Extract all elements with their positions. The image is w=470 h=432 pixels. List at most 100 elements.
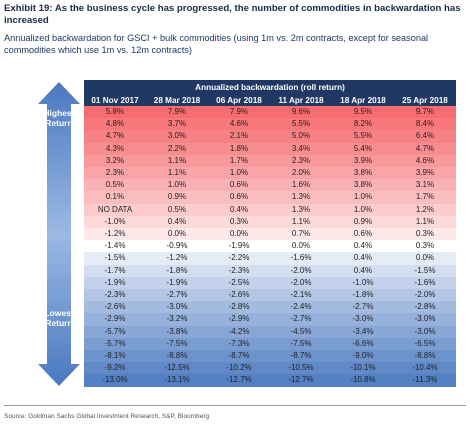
table-cell: -1.8% [332,289,394,302]
table-cell: 8.2% [332,118,394,131]
table-cell: 7.9% [208,106,270,119]
table-row: -1.0% 0.4% 0.3% 1.1% 0.9% 1.1% [84,215,456,229]
table-cell: 6.4% [394,130,456,143]
table-cell: -2.6% [208,289,270,302]
table-cell: -2.7% [146,289,208,302]
table-row: NO DATA 0.5% 0.4% 1.3% 1.0% 1.2% [84,203,456,216]
table-cell: -1.9% [208,240,270,253]
table-cell: 4.8% [84,118,146,131]
table-row: 2.3% 1.1% 1.0% 2.0% 3.8% 3.9% [84,167,456,180]
table-cell: 3.8% [332,167,394,180]
table-cell: -1.0% [84,215,146,229]
table-cell: -3.4% [332,325,394,338]
table-cell: -1.8% [146,264,208,277]
table-cell: -2.7% [270,313,332,326]
arrow-shape [38,82,80,386]
table-row: 0.5% 1.0% 0.6% 1.6% 3.8% 3.1% [84,179,456,192]
table-cell: 0.0% [146,228,208,241]
table-cell: -11.3% [394,374,456,387]
table-cell: 3.0% [146,130,208,143]
table-cell: -3.8% [146,325,208,338]
table-cell: 1.3% [270,203,332,216]
table-row: -1.2% 0.0% 0.0% 0.7% 0.6% 0.3% [84,228,456,241]
table-cell: -1.0% [332,276,394,290]
table-cell: -9.2% [84,362,146,375]
table-cell: -10.1% [332,362,394,375]
table-cell: 0.0% [394,252,456,265]
table-cell: 8.4% [394,118,456,131]
table-cell: -7.5% [270,337,332,351]
table-row: -5.7% -3.8% -4.2% -4.5% -3.4% -3.0% [84,325,456,338]
table-row: 4.7% 3.0% 2.1% 5.0% 5.5% 6.4% [84,130,456,143]
table-cell: 0.5% [146,203,208,216]
table-cell: 3.7% [146,118,208,131]
table-cell: -12.5% [146,362,208,375]
subtitle: Annualized backwardation for GSCI + bulk… [4,33,429,55]
table-cell: 0.5% [84,179,146,192]
table-cell: 4.6% [208,118,270,131]
table-cell: 2.0% [270,167,332,180]
table-cell: 3.1% [394,179,456,192]
table-row: -1.7% -1.8% -2.3% -2.0% 0.4% -1.5% [84,264,456,277]
table-cell: -1.5% [84,252,146,265]
table-cell: 4.3% [84,142,146,155]
table-cell: 1.7% [208,154,270,168]
table-cell: 1.1% [270,215,332,229]
table-row: 3.2% 1.1% 1.7% 2.3% 3.9% 4.6% [84,154,456,168]
table-cell: -8.8% [146,350,208,363]
table-cell: 5.4% [332,142,394,155]
table-cell: 0.7% [270,228,332,241]
table-cell: -1.6% [394,276,456,290]
table-cell: 1.1% [394,215,456,229]
table-cell: -10.2% [208,362,270,375]
column-header: 06 Apr 2018 [208,94,270,106]
lowest-label: Lowest Return [44,308,74,328]
table-cell: 3.9% [332,154,394,168]
table-cell: 0.3% [208,215,270,229]
table-cell: -2.7% [332,301,394,314]
table-row: -2.9% -3.2% -2.9% -2.7% -3.0% -3.0% [84,313,456,326]
table-cell: 3.2% [84,154,146,168]
table: Annualized backwardation (roll return) 0… [84,80,456,387]
table-cell: 1.0% [146,179,208,192]
table-cell: 0.3% [394,240,456,253]
table-cell: -1.9% [146,276,208,290]
table-cell: -2.2% [208,252,270,265]
table-cell: 1.0% [208,167,270,180]
table-cell: -8.7% [208,350,270,363]
table-cell: -2.0% [270,264,332,277]
table-cell: 5.0% [270,130,332,143]
table-row: -1.9% -1.9% -2.5% -2.0% -1.0% -1.6% [84,276,456,290]
table-cell: -2.9% [84,313,146,326]
table-cell: 0.6% [208,179,270,192]
table-cell: 5.8% [84,106,146,119]
table-row: 5.8% 7.9% 7.9% 9.6% 9.5% 9.7% [84,106,456,119]
table-title: Annualized backwardation (roll return) [84,80,456,94]
table-cell: 3.4% [270,142,332,155]
table-cell: 0.4% [332,240,394,253]
table-cell: 0.0% [208,228,270,241]
table-cell: -3.0% [332,313,394,326]
table-cell: -1.6% [270,252,332,265]
table-row: -2.6% -3.0% -2.8% -2.4% -2.7% -2.8% [84,301,456,314]
table-row: -8.1% -8.8% -8.7% -8.7% -9.0% -8.8% [84,350,456,363]
table-cell: -7.5% [146,337,208,351]
table-cell: 3.9% [394,167,456,180]
table-cell: 1.7% [394,191,456,204]
table-row: -2.3% -2.7% -2.6% -2.1% -1.8% -2.0% [84,289,456,302]
table-cell: -7.3% [208,337,270,351]
table-cell: 1.1% [146,167,208,180]
table-cell: -2.4% [270,301,332,314]
table-row: -5.7% -7.5% -7.3% -7.5% -6.6% -6.5% [84,337,456,351]
table-cell: 1.0% [332,191,394,204]
table-cell: 1.2% [394,203,456,216]
table-cell: 0.6% [208,191,270,204]
table-cell: -1.7% [84,264,146,277]
column-header: 01 Nov 2017 [84,94,146,106]
table-cell: 1.0% [332,203,394,216]
table-row: -1.4% -0.9% -1.9% 0.0% 0.4% 0.3% [84,240,456,253]
table-cell: 5.5% [270,118,332,131]
table-cell: 7.9% [146,106,208,119]
table-cell: 0.4% [332,264,394,277]
